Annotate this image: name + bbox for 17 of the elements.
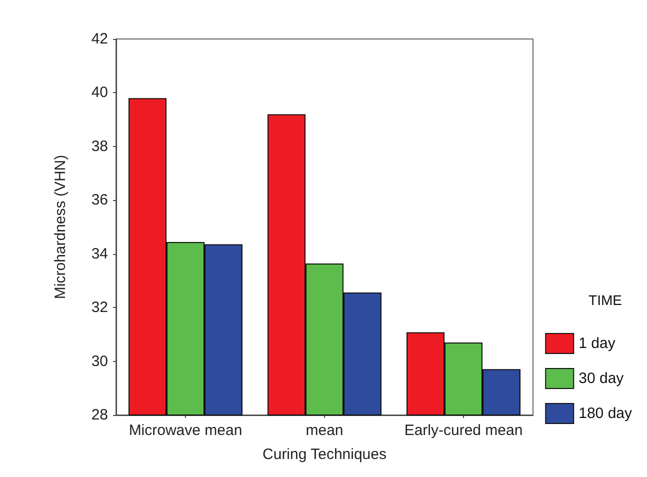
x-tick-label: mean: [306, 422, 344, 439]
y-tick-label: 30: [91, 352, 108, 370]
legend-label: 30 day: [578, 370, 624, 387]
y-axis-title: Microhardness (VHN): [52, 154, 69, 300]
y-tick-label: 28: [91, 406, 108, 424]
legend-label: 1 day: [578, 335, 616, 352]
y-tick-label: 36: [91, 192, 108, 209]
x-tick-label: Early-cured mean: [404, 422, 523, 439]
y-tick-label: 42: [91, 30, 108, 48]
legend-label: 180 day: [578, 405, 632, 422]
x-axis-title: Curing Techniques: [262, 446, 386, 463]
y-tick-label: 38: [91, 138, 108, 155]
y-tick-label: 34: [91, 245, 108, 262]
y-tick-label: 32: [91, 299, 108, 316]
x-tick-label: Microwave mean: [128, 422, 242, 439]
y-tick-label: 40: [91, 84, 108, 102]
legend-title: TIME: [588, 292, 622, 308]
